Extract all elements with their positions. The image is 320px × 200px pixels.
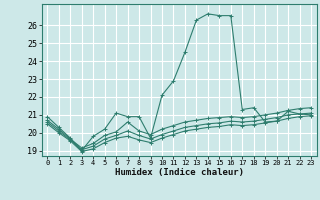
X-axis label: Humidex (Indice chaleur): Humidex (Indice chaleur) (115, 168, 244, 177)
